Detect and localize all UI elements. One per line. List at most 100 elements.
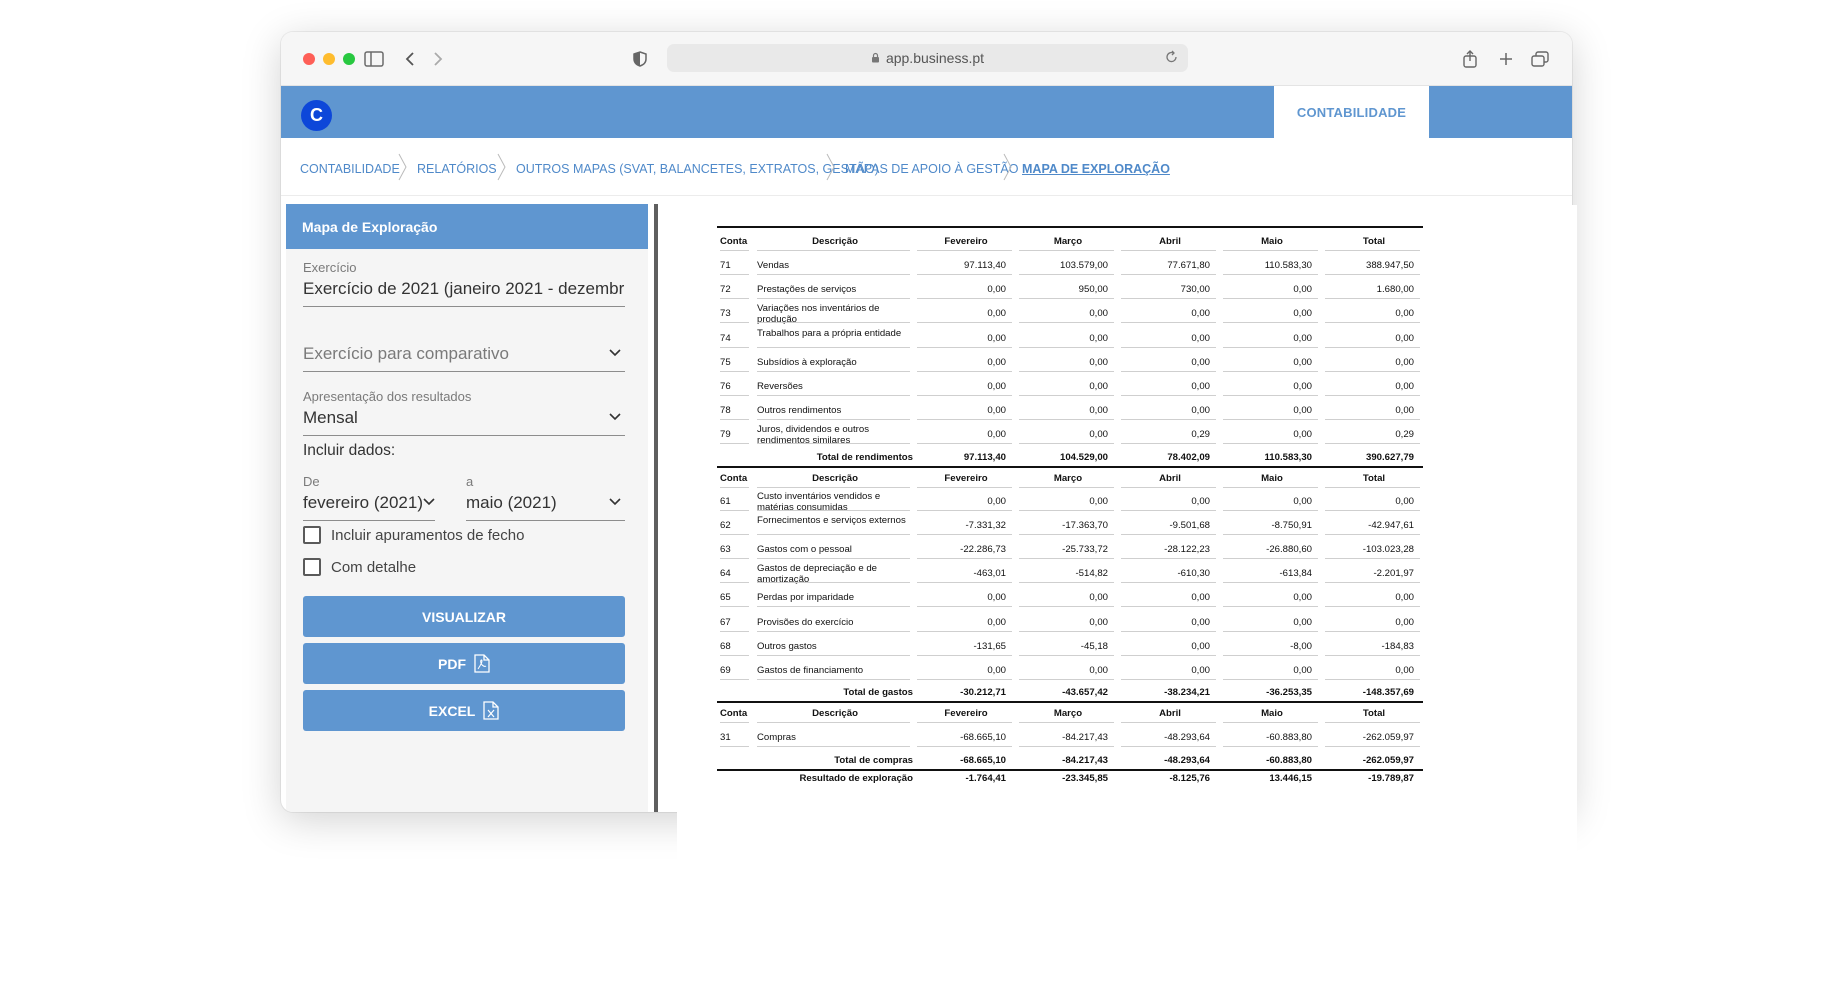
- column-header: Abril: [1159, 236, 1181, 247]
- table-cell: -131,65: [973, 640, 1006, 652]
- excel-label: EXCEL: [428, 702, 476, 719]
- table-rule: [720, 582, 749, 584]
- table-cell: 31: [720, 732, 731, 743]
- privacy-shield-icon[interactable]: [627, 46, 653, 72]
- table-rule: [1019, 722, 1114, 723]
- column-header: Fevereiro: [944, 236, 988, 247]
- exercicio-value[interactable]: Exercício de 2021 (janeiro 2021 - dezemb…: [303, 275, 625, 307]
- checkbox-box[interactable]: [303, 558, 321, 576]
- table-rule: [757, 395, 910, 396]
- table-cell: 0,00: [1293, 429, 1312, 441]
- table-cell: -60.883,80: [1266, 732, 1312, 743]
- apresentacao-value: Mensal: [303, 408, 358, 427]
- table-cell: 0,00: [1293, 308, 1312, 320]
- column-header: Maio: [1261, 708, 1283, 719]
- table-rule: [1223, 250, 1318, 251]
- table-rule: [720, 322, 749, 324]
- browser-titlebar: app.business.pt: [281, 32, 1572, 86]
- detalhe-checkbox[interactable]: Com detalhe: [303, 558, 416, 576]
- table-rule: [1019, 606, 1114, 608]
- table-rule: [720, 510, 749, 511]
- apresentacao-label: Apresentação dos resultados: [303, 389, 472, 404]
- table-rule: [1019, 487, 1114, 488]
- breadcrumb-mapas-apoio[interactable]: MAPAS DE APOIO À GESTÃO: [845, 162, 1019, 176]
- table-cell: 0,00: [1089, 308, 1108, 320]
- table-rule: [917, 654, 1012, 656]
- apuramentos-checkbox[interactable]: Incluir apuramentos de fecho: [303, 526, 524, 544]
- de-select[interactable]: De fevereiro (2021): [303, 474, 435, 521]
- forward-icon[interactable]: [425, 46, 451, 72]
- table-rule: [917, 370, 1012, 372]
- excel-button[interactable]: EXCEL: [303, 690, 625, 731]
- pdf-button[interactable]: PDF: [303, 643, 625, 684]
- column-header: Março: [1053, 708, 1083, 719]
- maximize-window-button[interactable]: [343, 53, 355, 65]
- total-label: Resultado de exploração: [799, 773, 913, 784]
- table-rule: [1223, 510, 1318, 511]
- table-cell: -84.217,43: [1062, 732, 1108, 743]
- table-cell: Gastos de financiamento: [757, 664, 864, 676]
- checkbox-box[interactable]: [303, 526, 321, 544]
- table-rule: [1223, 746, 1318, 747]
- table-rule: [1019, 654, 1114, 656]
- table-rule: [1019, 678, 1114, 680]
- close-window-button[interactable]: [303, 53, 315, 65]
- table-rule: [1223, 558, 1318, 560]
- table-cell: 0,00: [987, 429, 1006, 441]
- exercicio-field[interactable]: Exercício Exercício de 2021 (janeiro 202…: [303, 260, 625, 307]
- table-cell: 0,00: [1191, 496, 1210, 507]
- table-cell: -25.733,72: [1062, 544, 1108, 556]
- breadcrumb-relatorios[interactable]: RELATÓRIOS: [417, 162, 497, 176]
- tab-contabilidade[interactable]: CONTABILIDADE: [1274, 86, 1429, 138]
- table-cell: 103.579,00: [1059, 260, 1108, 271]
- total-value: 13.446,15: [1269, 773, 1312, 784]
- table-rule: [720, 722, 749, 723]
- column-header: Abril: [1159, 473, 1181, 484]
- table-cell: 0,00: [1089, 496, 1108, 507]
- table-cell: Outros rendimentos: [757, 405, 842, 417]
- minimize-window-button[interactable]: [323, 53, 335, 65]
- table-cell: 0,00: [1191, 356, 1210, 368]
- table-rule: [720, 558, 749, 560]
- table-rule: [1019, 419, 1114, 421]
- new-tab-icon[interactable]: [1493, 46, 1519, 72]
- table-cell: Gastos de depreciação e de amortização: [757, 563, 878, 586]
- panel-divider[interactable]: [654, 204, 658, 812]
- total-value: -19.789,87: [1368, 773, 1414, 784]
- table-rule: [917, 250, 1012, 251]
- breadcrumb-contabilidade[interactable]: CONTABILIDADE: [300, 162, 400, 176]
- table-rule: [917, 443, 1012, 445]
- tab-overview-icon[interactable]: [1527, 46, 1553, 72]
- table-rule: [757, 443, 910, 445]
- share-icon[interactable]: [1457, 46, 1483, 72]
- table-rule: [1325, 582, 1420, 584]
- total-value: -30.212,71: [960, 687, 1006, 698]
- table-rule: [1121, 630, 1216, 632]
- incluir-dados-label: Incluir dados:: [303, 442, 396, 459]
- table-rule: [1325, 443, 1420, 445]
- back-icon[interactable]: [397, 46, 423, 72]
- table-cell: -28.122,23: [1164, 544, 1210, 556]
- apresentacao-select[interactable]: Apresentação dos resultados Mensal: [303, 389, 625, 436]
- table-cell: 0,00: [1191, 640, 1210, 652]
- table-rule: [1223, 630, 1318, 632]
- table-rule: [720, 746, 749, 747]
- address-bar[interactable]: app.business.pt: [667, 44, 1188, 72]
- comparativo-select[interactable]: Exercício para comparativo: [303, 340, 625, 372]
- visualizar-button[interactable]: VISUALIZAR: [303, 596, 625, 637]
- breadcrumb-outros-mapas[interactable]: OUTROS MAPAS (SVAT, BALANCETES, EXTRATOS…: [516, 162, 879, 176]
- table-rule: [1223, 274, 1318, 275]
- app-logo[interactable]: C: [301, 100, 332, 131]
- reload-icon[interactable]: [1165, 50, 1178, 67]
- table-cell: 0,00: [1089, 356, 1108, 368]
- table-rule: [1019, 322, 1114, 324]
- table-cell: 0,00: [1089, 381, 1108, 392]
- a-select[interactable]: a maio (2021): [466, 474, 625, 521]
- table-rule: [917, 582, 1012, 584]
- table-rule: [1019, 534, 1114, 536]
- table-cell: 0,00: [987, 308, 1006, 320]
- sidebar-toggle-icon[interactable]: [361, 46, 387, 72]
- chevron-down-icon: [423, 498, 435, 506]
- table-cell: 61: [720, 496, 731, 507]
- breadcrumb-mapa-exploracao[interactable]: MAPA DE EXPLORAÇÃO: [1022, 162, 1170, 176]
